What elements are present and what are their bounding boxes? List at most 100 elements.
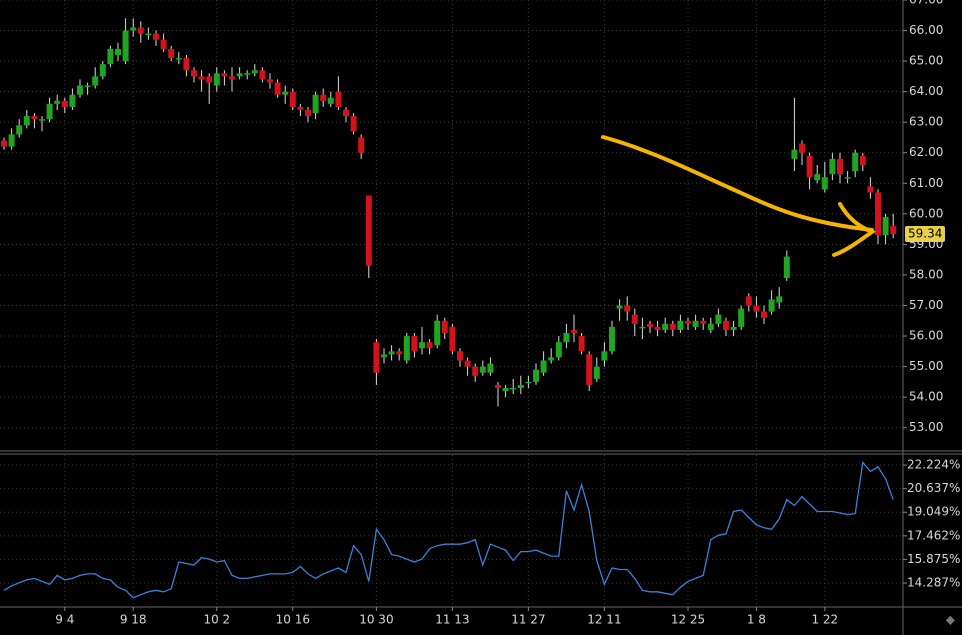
candle-body	[381, 354, 387, 358]
candle-body	[852, 152, 859, 172]
candle-body	[875, 192, 881, 236]
candle-body	[153, 33, 159, 40]
candle-body	[472, 366, 479, 376]
candle-body	[327, 97, 334, 104]
candle-body	[251, 70, 258, 74]
candle-body	[677, 320, 684, 330]
candle-body	[191, 70, 197, 77]
candle-body	[563, 332, 570, 343]
candle-body	[723, 320, 729, 330]
y-tick-label: 63.00	[909, 115, 943, 129]
candle-body	[449, 326, 456, 352]
candle-body	[867, 186, 874, 193]
candle-body	[647, 323, 653, 327]
candle-body	[39, 119, 45, 121]
candle-body	[540, 360, 547, 373]
candle-body	[16, 125, 23, 135]
y-tick-label: 61.00	[909, 176, 943, 190]
candle-body	[92, 76, 99, 86]
candle-body	[305, 109, 311, 117]
candle-body	[533, 369, 539, 382]
candle-body	[601, 351, 608, 361]
candle-body	[502, 387, 509, 392]
y-tick-label: 57.00	[909, 298, 943, 312]
candle-body	[31, 116, 38, 120]
candle-body	[753, 305, 760, 312]
candle-body	[829, 158, 836, 175]
candle-body	[517, 384, 524, 388]
candle-body	[685, 320, 691, 324]
candle-body	[700, 320, 707, 324]
y2-tick-label: 14.287%	[907, 576, 960, 590]
candle-body	[890, 226, 897, 235]
candle-body	[350, 116, 357, 132]
candle-body	[882, 216, 889, 236]
y-tick-label: 67.00	[909, 0, 943, 7]
candle-body	[814, 174, 821, 181]
candle-body	[137, 27, 144, 34]
candle-body	[578, 336, 585, 352]
x-tick-label: 1 22	[811, 613, 838, 627]
candle-body	[244, 73, 251, 75]
last-price-box	[905, 226, 945, 243]
candle-body	[145, 33, 152, 36]
candle-body	[639, 326, 646, 329]
candle-body	[403, 336, 410, 361]
candle-body	[799, 143, 805, 153]
y-tick-label: 65.00	[909, 54, 943, 68]
candle-body	[586, 354, 593, 385]
last-price-label: 59.34	[908, 227, 942, 241]
candle-body	[844, 177, 851, 179]
y2-tick-label: 19.049%	[907, 505, 960, 519]
candle-body	[593, 366, 600, 379]
candle-body	[715, 314, 722, 324]
candle-body	[495, 384, 501, 388]
y2-tick-label: 15.875%	[907, 552, 960, 566]
y-tick-label: 62.00	[909, 145, 943, 159]
scroll-icon[interactable]: ◆	[946, 613, 956, 627]
candle-body	[806, 155, 813, 178]
y-tick-label: 66.00	[909, 23, 943, 37]
candle-body	[859, 155, 866, 165]
candle-body	[791, 149, 798, 159]
candle-body	[768, 299, 775, 312]
candle-body	[206, 76, 213, 83]
candle-body	[335, 91, 342, 107]
candle-body	[282, 91, 289, 95]
candle-body	[175, 58, 182, 60]
candle-body	[631, 314, 638, 324]
candle-body	[457, 351, 463, 361]
x-tick-label: 12 25	[671, 613, 705, 627]
x-tick-label: 10 16	[276, 613, 310, 627]
candle-body	[99, 64, 106, 77]
candle-body	[776, 296, 783, 303]
candle-body	[312, 94, 319, 114]
candle-body	[419, 342, 425, 349]
y2-tick-label: 17.462%	[907, 528, 960, 542]
candle-body	[320, 94, 327, 101]
candle-body	[388, 351, 395, 355]
candle-body	[198, 76, 205, 80]
candle-body	[229, 76, 235, 80]
annotation-arrow	[601, 135, 874, 232]
candle-body	[69, 94, 76, 107]
candle-body	[434, 320, 441, 346]
candle-body	[616, 305, 623, 309]
y2-tick-label: 22.224%	[907, 458, 960, 472]
candle-body	[183, 58, 190, 71]
y-tick-label: 64.00	[909, 84, 943, 98]
x-tick-label: 11 27	[511, 613, 545, 627]
candle-body	[441, 320, 448, 333]
candle-body	[692, 320, 699, 327]
candle-body	[396, 351, 403, 355]
candle-body	[343, 109, 349, 117]
y-tick-label: 56.00	[909, 329, 943, 343]
candle-body	[654, 326, 661, 330]
candle-body	[761, 311, 767, 318]
candle-body	[411, 336, 418, 352]
x-tick-label: 1 8	[747, 613, 766, 627]
candle-body	[669, 323, 676, 330]
candle-body	[54, 100, 61, 104]
